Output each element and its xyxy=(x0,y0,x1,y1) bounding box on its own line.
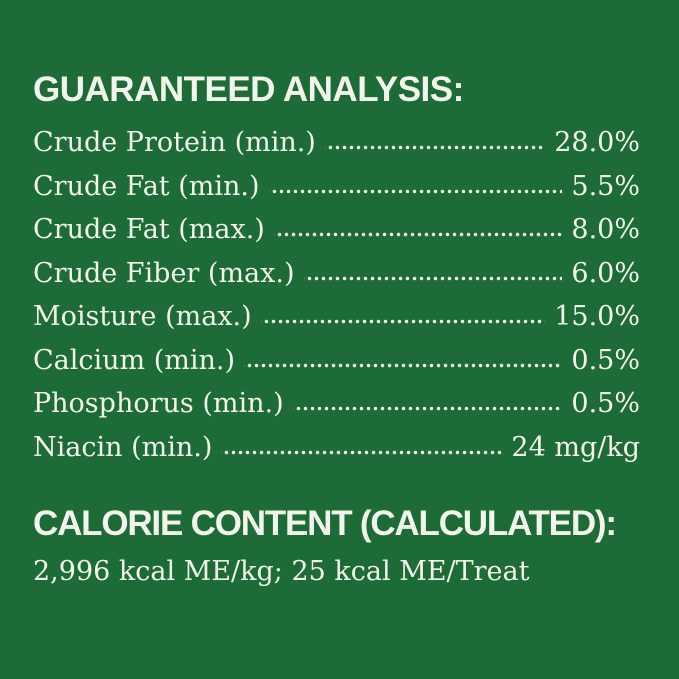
analysis-row-crude-fat-min: Crude Fat (min.) 5.5% xyxy=(33,164,640,208)
dot-leader xyxy=(324,121,546,165)
nutrient-label: Moisture (max.) xyxy=(33,301,252,332)
nutrient-label: Phosphorus (min.) xyxy=(33,388,284,419)
dot-leader xyxy=(244,338,563,382)
analysis-row-niacin: Niacin (min.) 24 mg/kg xyxy=(33,425,640,469)
dot-leader xyxy=(260,295,546,339)
analysis-row-crude-protein: Crude Protein (min.) 28.0% xyxy=(33,121,640,165)
nutrient-label: Crude Fiber (max.) xyxy=(33,257,295,289)
dot-leader xyxy=(273,208,563,252)
analysis-row-crude-fiber: Crude Fiber (max.) 6.0% xyxy=(33,251,640,295)
nutrient-value: 8.0% xyxy=(571,214,640,245)
nutrient-label: Calcium (min.) xyxy=(33,344,235,376)
nutrient-value: 5.5% xyxy=(571,170,640,202)
analysis-row-crude-fat-max: Crude Fat (max.) 8.0% xyxy=(33,208,640,252)
nutrient-label: Crude Fat (min.) xyxy=(33,170,260,202)
nutrient-value: 24 mg/kg xyxy=(511,431,640,463)
dot-leader xyxy=(268,164,563,208)
guaranteed-analysis-title: GUARANTEED ANALYSIS: xyxy=(33,70,464,109)
nutrient-value: 0.5% xyxy=(571,344,640,376)
analysis-row-phosphorus: Phosphorus (min.) 0.5% xyxy=(33,382,640,426)
dot-leader xyxy=(292,382,563,426)
analysis-row-moisture: Moisture (max.) 15.0% xyxy=(33,295,640,339)
nutrient-value: 28.0% xyxy=(554,127,640,158)
dot-leader xyxy=(221,425,503,469)
calorie-content-title: CALORIE CONTENT (CALCULATED): xyxy=(33,504,617,543)
nutrient-value: 15.0% xyxy=(554,301,640,332)
nutrient-value: 6.0% xyxy=(571,257,640,289)
nutrient-label: Crude Fat (max.) xyxy=(33,214,265,245)
calorie-content-value: 2,996 kcal ME/kg; 25 kcal ME/Treat xyxy=(33,556,530,587)
nutrient-label: Niacin (min.) xyxy=(33,431,213,463)
nutrient-value: 0.5% xyxy=(571,388,640,419)
analysis-rows: Crude Protein (min.) 28.0% Crude Fat (mi… xyxy=(33,121,640,469)
analysis-row-calcium: Calcium (min.) 0.5% xyxy=(33,338,640,382)
nutrient-label: Crude Protein (min.) xyxy=(33,127,316,158)
dot-leader xyxy=(303,251,563,295)
